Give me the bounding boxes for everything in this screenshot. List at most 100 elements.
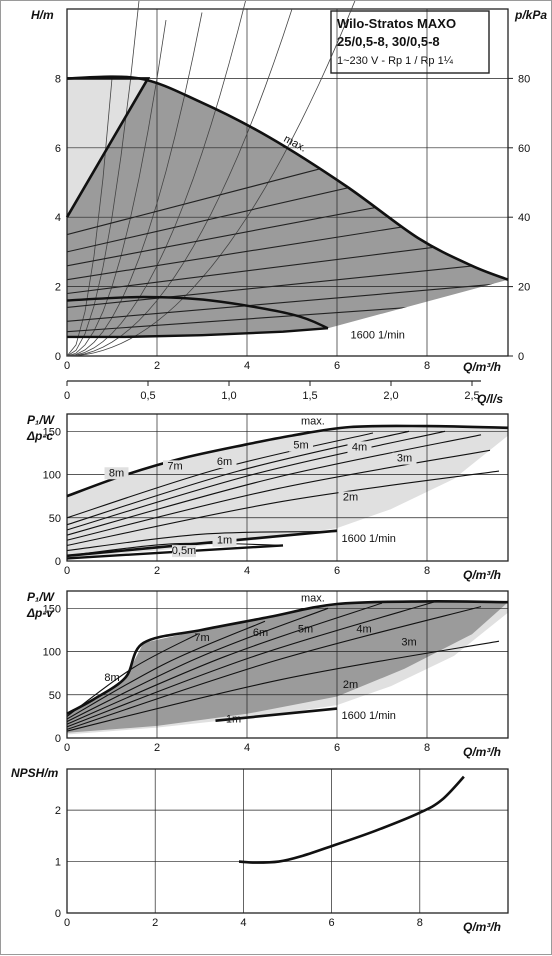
head-min-label: 1600 1/min — [351, 330, 405, 342]
npsh-xtick-label: 6 — [329, 917, 335, 929]
head-operating-area — [67, 76, 508, 337]
head-ytick-label: 8 — [55, 73, 61, 85]
npsh-xtick-label: 0 — [64, 917, 70, 929]
dpc-min-label: 1600 1/min — [342, 533, 396, 545]
dpc-head-curve — [66, 430, 410, 526]
head-system-curve — [66, 78, 113, 357]
dpc-chart: 0 2 4 6 8 0 50 100 150 max. 1600 1/min P₁/W Δp-c Q/m³… — [26, 413, 509, 582]
dpv-ylabel: P₁/W — [27, 590, 56, 604]
dpc-head-curve — [66, 434, 482, 536]
dpv-ytick-label: 50 — [49, 690, 61, 702]
dpc-min-curve — [66, 529, 338, 558]
dpv-head-curve — [66, 606, 482, 730]
dpv-head-curve — [66, 640, 500, 732]
head-ytick-label: 4 — [55, 212, 61, 224]
dpc-ytick-label: 0 — [55, 556, 61, 568]
dpc-head-curve — [66, 432, 374, 519]
dpv-ylabel2: Δp-v — [26, 606, 54, 620]
dpv-head-curve — [66, 602, 383, 725]
dpv-head-label: 1m — [226, 713, 241, 725]
head-xtick-label: 4 — [244, 360, 250, 372]
dpv-min-label: 1600 1/min — [342, 710, 396, 722]
head-right-tick-label: 40 — [518, 212, 530, 224]
dpc-head-label: 3m — [397, 453, 412, 465]
dpv-head-label: 5m — [298, 624, 313, 636]
npsh-chart: 0 2 4 6 8 0 1 2 NPSH/m Q/m³/h — [11, 766, 509, 934]
dpv-head-label: 4m — [356, 624, 371, 636]
npsh-ytick-label: 2 — [55, 805, 61, 817]
dpc-xtick-label: 2 — [154, 565, 160, 577]
npsh-ytick-label: 0 — [55, 908, 61, 920]
head-right-tick-label: 20 — [518, 282, 530, 294]
dpv-ytick-label: 100 — [43, 647, 61, 659]
dpc-label-bg — [212, 534, 237, 547]
ls-axis-label: Q/l/s — [477, 392, 503, 406]
dpc-label-bg — [212, 456, 237, 469]
npsh-xlabel: Q/m³/h — [463, 920, 501, 934]
dpc-xlabel: Q/m³/h — [463, 568, 501, 582]
head-system-curve — [66, 8, 293, 357]
head-ylabel-right: p/kPa — [514, 8, 547, 22]
dpc-label-bg — [338, 491, 363, 504]
head-control-line — [67, 261, 508, 308]
dpv-ytick-label: 0 — [55, 733, 61, 745]
head-xtick-label: 8 — [424, 360, 430, 372]
npsh-xtick-label: 4 — [240, 917, 246, 929]
dpv-xlabel: Q/m³/h — [463, 745, 501, 759]
title-box: Wilo-Stratos MAXO 25/0,5-8, 30/0,5-8 1~2… — [330, 10, 490, 74]
dpv-head-label: 2m — [343, 679, 358, 691]
title-line2: 25/0,5-8, 30/0,5-8 — [337, 34, 440, 49]
dpc-label-bg — [347, 441, 372, 454]
dpc-xtick-label: 8 — [424, 565, 430, 577]
dpv-max-label: max. — [301, 592, 325, 604]
dpv-xtick-label: 8 — [424, 742, 430, 754]
dpc-xtick-label: 4 — [244, 565, 250, 577]
ls-axis-tick-label: 0 — [64, 390, 70, 402]
head-right-tick-label: 60 — [518, 143, 530, 155]
dpc-head-label: 8m — [109, 467, 124, 479]
npsh-ytick-label: 1 — [55, 857, 61, 869]
npsh-xtick-label: 8 — [417, 917, 423, 929]
head-system-curve — [66, 20, 167, 357]
dpc-label-bg — [289, 439, 313, 452]
dpc-label-bg — [172, 545, 196, 558]
dpc-ylabel2: Δp-c — [26, 429, 53, 443]
head-ylabel: H/m — [31, 8, 54, 22]
head-ytick-label: 2 — [55, 282, 61, 294]
head-xtick-label: 6 — [334, 360, 340, 372]
dpv-head-label: 8m — [104, 672, 119, 684]
dpc-head-curve — [66, 470, 500, 546]
dpc-head-label: 2m — [343, 491, 358, 503]
ls-axis-tick-label: 2,5 — [464, 390, 479, 402]
dpc-ytick-label: 50 — [49, 513, 61, 525]
dpv-max-curve — [66, 600, 509, 715]
npsh-curve — [238, 775, 465, 864]
ls-axis-tick-label: 1,5 — [302, 390, 317, 402]
dpc-head-curve — [66, 531, 338, 552]
head-xtick-label: 2 — [154, 360, 160, 372]
dpc-xtick-label: 0 — [64, 565, 70, 577]
npsh-xtick-label: 2 — [152, 917, 158, 929]
dpc-head-label: 0,5m — [172, 545, 196, 557]
head-dpv-curve — [66, 295, 329, 330]
dpc-ytick-label: 100 — [43, 470, 61, 482]
head-xlabel: Q/m³/h — [463, 360, 501, 374]
dpv-ytick-label: 150 — [43, 603, 61, 615]
head-control-line — [67, 282, 508, 322]
dpv-head-curve — [66, 607, 329, 723]
dpv-min-curve — [215, 707, 338, 722]
dpv-dark-area — [67, 601, 508, 733]
dpc-head-label: 5m — [293, 440, 308, 452]
dpv-head-label: 3m — [401, 636, 416, 648]
dpv-xtick-label: 2 — [154, 742, 160, 754]
head-xtick-label: 0 — [64, 360, 70, 372]
dpc-label-bg — [104, 467, 129, 480]
npsh-frame — [66, 768, 509, 914]
dpv-head-label: 6m — [253, 627, 268, 639]
head-min-curve — [67, 327, 329, 339]
head-system-curve — [66, 1, 356, 357]
ls-axis-tick-label: 0,5 — [140, 390, 155, 402]
dpc-ytick-label: 150 — [43, 426, 61, 438]
ls-axis-tick-label: 2,0 — [383, 390, 398, 402]
